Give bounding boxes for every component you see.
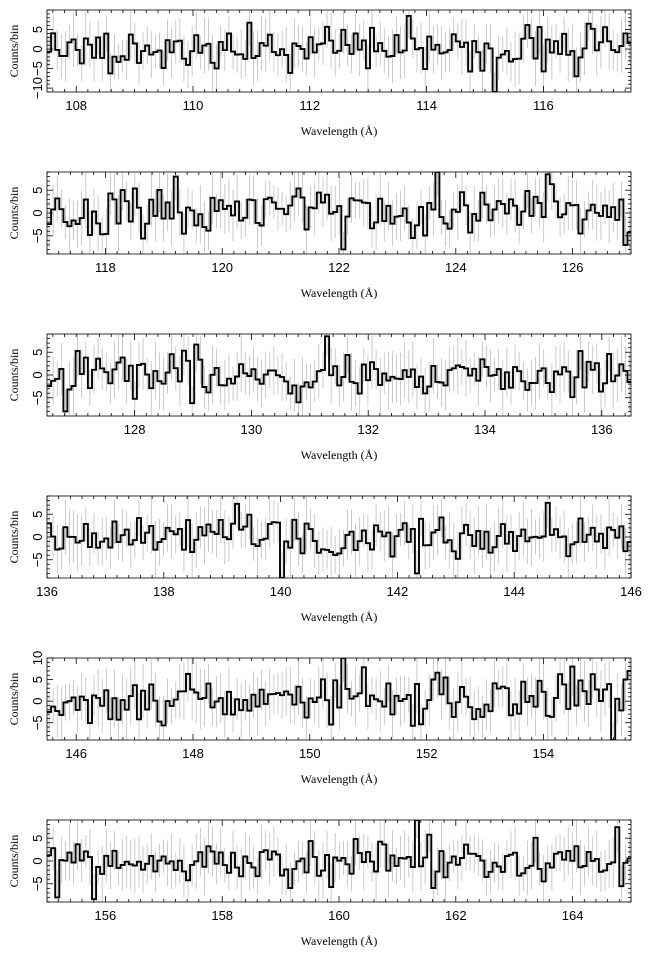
- x-tick-label: 116: [533, 98, 554, 113]
- y-tick-label: −5: [30, 390, 45, 405]
- x-tick-label: 140: [270, 584, 292, 599]
- plot-area: [47, 658, 631, 740]
- plot-area: [47, 172, 631, 254]
- x-tick-label: 110: [183, 98, 204, 113]
- y-tick-label: 5: [30, 187, 45, 194]
- spectrum-panel-5: 146 148 150 152 154 −5 0 5 10 Wavelength (Å) Count…: [7, 651, 632, 786]
- spectrum-panel-3: 128 130 132 134 136 −5 0 5 Wavelength (Å) Counts/…: [7, 333, 632, 462]
- x-axis-label: Wavelength (Å): [301, 934, 378, 948]
- plot-area: [47, 820, 631, 902]
- x-axis-label: Wavelength (Å): [301, 448, 378, 462]
- x-tick-label: 160: [328, 908, 350, 923]
- y-tick-label: 0: [30, 371, 45, 378]
- spectrum-step-line: [47, 501, 631, 578]
- y-axis-label: Counts/bin: [7, 673, 21, 726]
- spectrum-panel-2: 118 120 122 124 126 −5 0 5 Wavelength (Å) Counts/…: [7, 171, 632, 300]
- y-tick-label: 5: [30, 349, 45, 356]
- x-tick-label: 164: [562, 908, 584, 923]
- x-tick-label: 136: [591, 422, 613, 437]
- x-axis-label: Wavelength (Å): [301, 286, 378, 300]
- y-tick-label: −10: [30, 77, 45, 99]
- x-tick-label: 128: [124, 422, 146, 437]
- x-axis-label: Wavelength (Å): [301, 610, 378, 624]
- x-tick-label: 148: [182, 746, 204, 761]
- y-tick-label: −5: [30, 228, 45, 243]
- x-tick-label: 120: [211, 260, 233, 275]
- x-tick-label: 142: [387, 584, 409, 599]
- y-tick-label: 5: [30, 835, 45, 842]
- y-tick-label: 5: [30, 26, 45, 33]
- x-tick-label: 124: [445, 260, 467, 275]
- x-tick-label: 150: [299, 746, 321, 761]
- y-tick-label: 5: [30, 676, 45, 683]
- x-tick-label: 144: [503, 584, 525, 599]
- y-tick-label: −5: [30, 715, 45, 730]
- x-tick-label: 112: [299, 98, 320, 113]
- x-axis-label: Wavelength (Å): [301, 124, 378, 138]
- x-tick-label: 136: [36, 584, 58, 599]
- plot-area: [47, 334, 631, 416]
- x-tick-label: 154: [533, 746, 555, 761]
- spectrum-panel-1: 108 110 112 114 116 −10−5 0 5 Wavelength (Å) Coun…: [7, 9, 632, 138]
- y-axis-label: Counts/bin: [7, 187, 21, 240]
- y-tick-label: −5: [30, 61, 45, 76]
- spectrum-step-line: [47, 172, 631, 251]
- x-tick-label: 114: [416, 98, 437, 113]
- x-tick-label: 126: [562, 260, 584, 275]
- y-tick-label: −5: [30, 876, 45, 891]
- axes-frame: [46, 657, 632, 741]
- x-tick-label: 138: [153, 584, 175, 599]
- x-tick-label: 132: [357, 422, 379, 437]
- axes-frame: [46, 9, 632, 93]
- spectrum-step-line: [47, 335, 631, 413]
- x-tick-label: 158: [211, 908, 233, 923]
- x-tick-label: 156: [95, 908, 117, 923]
- y-tick-label: 0: [30, 209, 45, 216]
- y-tick-label: 5: [30, 511, 45, 518]
- y-tick-label: 0: [30, 857, 45, 864]
- spectrum-step-line: [47, 14, 631, 92]
- x-tick-label: 146: [620, 584, 642, 599]
- spectrum-step-line: [47, 658, 631, 740]
- x-tick-label: 152: [416, 746, 438, 761]
- spectrum-step-line: [47, 820, 631, 901]
- y-tick-label: −5: [30, 552, 45, 567]
- x-tick-label: 130: [241, 422, 263, 437]
- y-tick-label: 0: [30, 533, 45, 540]
- y-tick-label: 10: [30, 651, 45, 665]
- x-tick-label: 108: [65, 98, 87, 113]
- x-tick-label: 122: [328, 260, 350, 275]
- x-tick-label: 134: [474, 422, 496, 437]
- x-axis-label: Wavelength (Å): [301, 772, 378, 786]
- y-axis-label: Counts/bin: [7, 25, 21, 78]
- y-tick-label: 0: [30, 45, 45, 52]
- x-tick-label: 118: [95, 260, 116, 275]
- y-tick-label: 0: [30, 698, 45, 705]
- spectrum-panel-4: 136 138 140 142 144 146 −5 0 5 Wavelength (Å) Coun…: [7, 495, 642, 624]
- x-tick-label: 162: [445, 908, 467, 923]
- y-axis-label: Counts/bin: [7, 511, 21, 564]
- x-tick-label: 146: [65, 746, 87, 761]
- plot-area: [47, 10, 631, 92]
- plot-area: [47, 496, 631, 578]
- y-axis-label: Counts/bin: [7, 835, 21, 888]
- spectrum-panel-6: 156 158 160 162 164 −5 0 5 Wavelength (Å) Counts/…: [7, 819, 632, 948]
- y-axis-label: Counts/bin: [7, 349, 21, 402]
